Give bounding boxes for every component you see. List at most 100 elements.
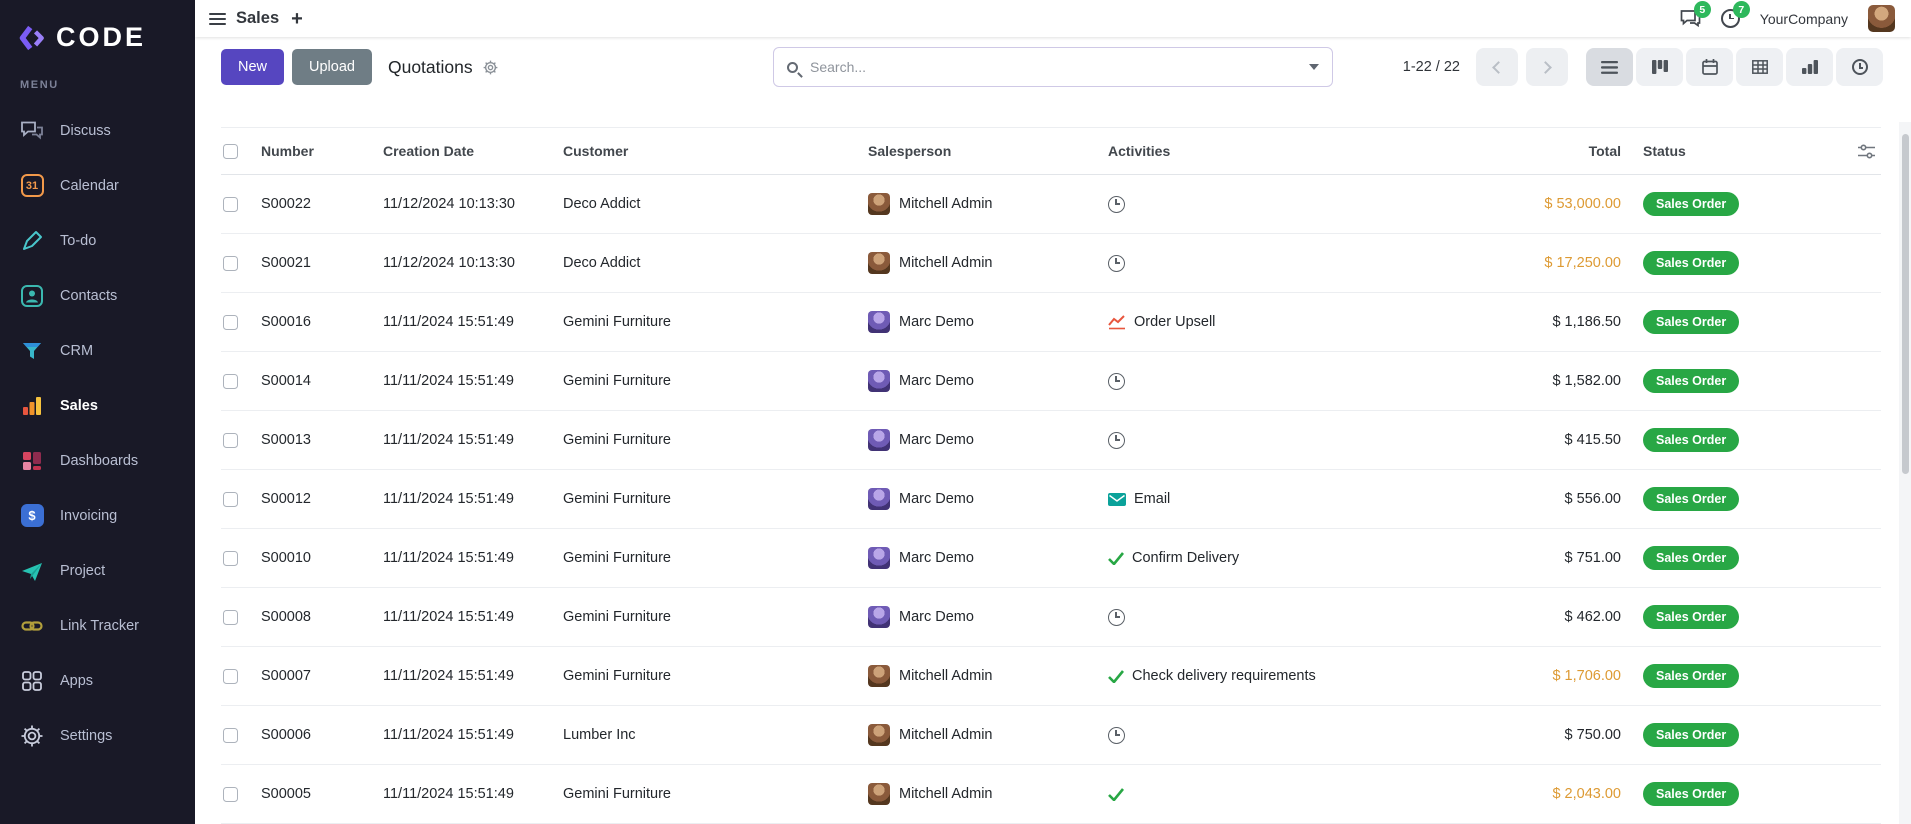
table-row[interactable]: S00005 11/11/2024 15:51:49 Gemini Furnit… (221, 765, 1881, 824)
sidebar-item-contacts[interactable]: Contacts (0, 268, 195, 323)
scrollbar[interactable] (1899, 122, 1911, 824)
messages-count-badge: 5 (1693, 1, 1711, 19)
search-input[interactable] (810, 59, 1301, 76)
view-kanban-button[interactable] (1636, 48, 1683, 87)
column-header-status[interactable]: Status (1643, 143, 1686, 159)
view-calendar-button[interactable] (1686, 48, 1733, 87)
column-header-salesperson[interactable]: Salesperson (868, 143, 952, 159)
row-checkbox[interactable] (223, 727, 238, 743)
activity-cell[interactable]: Confirm Delivery (1108, 550, 1468, 566)
sidebar-item-crm[interactable]: CRM (0, 323, 195, 378)
activity-cell[interactable] (1108, 195, 1468, 213)
actions-gear-icon[interactable] (483, 60, 498, 75)
search-bar[interactable] (773, 47, 1333, 88)
table-row[interactable]: S00010 11/11/2024 15:51:49 Gemini Furnit… (221, 529, 1881, 588)
table-row[interactable]: S00013 11/11/2024 15:51:49 Gemini Furnit… (221, 411, 1881, 470)
activity-label: Order Upsell (1134, 314, 1216, 330)
sidebar-item-discuss[interactable]: Discuss (0, 103, 195, 158)
sidebar-item-todo[interactable]: To-do (0, 213, 195, 268)
row-checkbox[interactable] (223, 550, 238, 566)
creation-date: 11/11/2024 15:51:49 (383, 727, 514, 743)
table-row[interactable]: S00014 11/11/2024 15:51:49 Gemini Furnit… (221, 352, 1881, 411)
messages-button[interactable]: 5 (1680, 1, 1711, 28)
order-number: S00006 (261, 727, 311, 743)
clock-activity-icon (1108, 195, 1125, 213)
check-activity-icon (1108, 787, 1124, 801)
new-button[interactable]: New (221, 49, 285, 86)
column-header-number[interactable]: Number (261, 143, 314, 159)
row-checkbox[interactable] (223, 609, 238, 625)
row-checkbox[interactable] (223, 314, 238, 330)
salesperson-avatar (868, 311, 890, 333)
activity-cell[interactable] (1108, 372, 1468, 390)
activity-cell[interactable]: Email (1108, 491, 1468, 507)
activity-cell[interactable] (1108, 431, 1468, 449)
table-row[interactable]: S00006 11/11/2024 15:51:49 Lumber Inc Mi… (221, 706, 1881, 765)
customer-name: Gemini Furniture (563, 668, 671, 684)
view-graph-button[interactable] (1786, 48, 1833, 87)
email-activity-icon (1108, 492, 1126, 506)
column-header-customer[interactable]: Customer (563, 143, 629, 159)
activities-count-badge: 7 (1732, 1, 1750, 19)
pager-previous-button[interactable] (1476, 48, 1518, 87)
activity-cell[interactable] (1108, 787, 1468, 801)
activity-cell[interactable]: Check delivery requirements (1108, 668, 1468, 684)
table-row[interactable]: S00022 11/12/2024 10:13:30 Deco Addict M… (221, 175, 1881, 234)
activity-cell[interactable] (1108, 608, 1468, 626)
salesperson-name: Mitchell Admin (899, 668, 993, 684)
row-checkbox[interactable] (223, 786, 238, 802)
view-pivot-button[interactable] (1736, 48, 1783, 87)
select-all-checkbox[interactable] (223, 143, 238, 159)
sidebar-item-apps[interactable]: Apps (0, 653, 195, 708)
table-row[interactable]: S00008 11/11/2024 15:51:49 Gemini Furnit… (221, 588, 1881, 647)
salesperson-name: Marc Demo (899, 373, 974, 389)
column-header-activities[interactable]: Activities (1108, 143, 1171, 159)
salesperson-avatar (868, 783, 890, 805)
row-checkbox[interactable] (223, 196, 238, 212)
sidebar-item-settings[interactable]: Settings (0, 708, 195, 763)
row-checkbox[interactable] (223, 668, 238, 684)
activities-button[interactable]: 7 (1720, 1, 1750, 29)
sidebar-item-dashboards[interactable]: Dashboards (0, 433, 195, 488)
column-header-total[interactable]: Total (1588, 143, 1621, 159)
salesperson-name: Mitchell Admin (899, 786, 993, 802)
sidebar-item-invoicing[interactable]: $ Invoicing (0, 488, 195, 543)
table-row[interactable]: S00012 11/11/2024 15:51:49 Gemini Furnit… (221, 470, 1881, 529)
chevron-right-icon (1539, 60, 1552, 74)
apps-menu-icon[interactable] (209, 12, 226, 25)
order-number: S00021 (261, 255, 311, 271)
activity-label: Confirm Delivery (1132, 550, 1240, 566)
row-checkbox[interactable] (223, 255, 238, 271)
app-title[interactable]: Sales (236, 9, 280, 28)
salesperson-name: Marc Demo (899, 432, 974, 448)
view-activity-button[interactable] (1836, 48, 1883, 87)
user-avatar[interactable] (1868, 5, 1895, 33)
column-options-icon[interactable] (1858, 143, 1875, 159)
upload-button[interactable]: Upload (292, 49, 372, 86)
scrollbar-thumb[interactable] (1901, 134, 1909, 474)
sidebar-item-calendar[interactable]: 31 Calendar (0, 158, 195, 213)
row-checkbox[interactable] (223, 432, 238, 448)
activity-cell[interactable] (1108, 726, 1468, 744)
search-dropdown-caret-icon[interactable] (1309, 64, 1319, 71)
plus-icon[interactable]: + (291, 7, 303, 30)
table-row[interactable]: S00007 11/11/2024 15:51:49 Gemini Furnit… (221, 647, 1881, 706)
sidebar-item-project[interactable]: Project (0, 543, 195, 598)
table-row[interactable]: S00016 11/11/2024 15:51:49 Gemini Furnit… (221, 293, 1881, 352)
pager-next-button[interactable] (1526, 48, 1568, 87)
column-header-creation-date[interactable]: Creation Date (383, 143, 475, 159)
salesperson-name: Marc Demo (899, 314, 974, 330)
sidebar-item-sales[interactable]: Sales (0, 378, 195, 433)
activity-cell[interactable] (1108, 254, 1468, 272)
company-name[interactable]: YourCompany (1759, 10, 1848, 27)
dashboards-icon (18, 447, 46, 475)
row-checkbox[interactable] (223, 373, 238, 389)
row-checkbox[interactable] (223, 491, 238, 507)
sidebar-item-link-tracker[interactable]: Link Tracker (0, 598, 195, 653)
activity-cell[interactable]: Order Upsell (1108, 314, 1468, 330)
breadcrumb[interactable]: Quotations (387, 56, 473, 77)
table-row[interactable]: S00021 11/12/2024 10:13:30 Deco Addict M… (221, 234, 1881, 293)
logo[interactable]: CODE (0, 0, 195, 69)
view-list-button[interactable] (1586, 48, 1633, 87)
